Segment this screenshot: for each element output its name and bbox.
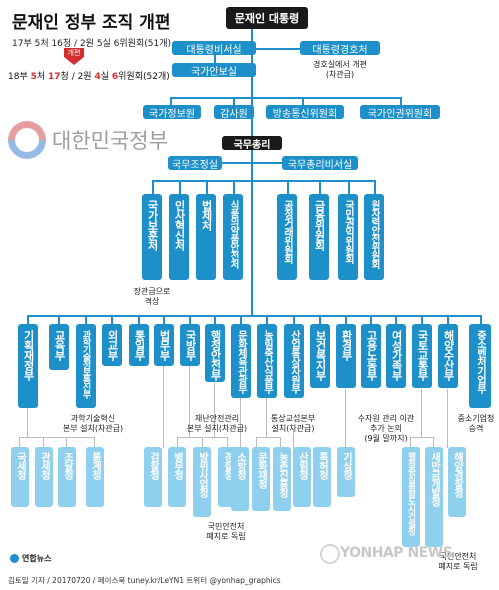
board-of-audit: 감사원 <box>214 105 254 120</box>
agency: 행정중심복합도시건설청 <box>402 447 420 547</box>
ministry: 교육부 <box>49 324 69 370</box>
agency: 소방청 <box>231 447 249 511</box>
watermark-logo-icon <box>320 544 340 564</box>
after-count: 18부 5처 17청 / 2원 4실 6위원회(52개) <box>8 72 170 82</box>
ministry: 기획재정부 <box>18 324 38 408</box>
president-box: 문재인 대통령 <box>226 7 308 29</box>
pm-agency: 인사혁신처 <box>169 194 189 280</box>
pm-secretariat: 국무총리비서실 <box>282 156 358 171</box>
agency-logo: 연합뉴스 <box>10 553 51 564</box>
agency: 새만금개발청 <box>425 447 443 547</box>
ministry: 행정안전부 <box>205 324 225 382</box>
agency: 검찰청 <box>144 447 162 507</box>
government-logo-icon <box>8 121 46 159</box>
ministry: 국방부 <box>180 324 200 366</box>
agency: 국세청 <box>11 447 29 507</box>
water-management-note: 수자원 관리 이관 추가 논의 (9월 말까지) <box>357 414 415 443</box>
ministry: 환경부 <box>336 324 356 388</box>
pm-agency: 원자력안전위원회 <box>364 194 384 280</box>
ministry: 국토교통부 <box>412 324 432 388</box>
pm-agency: 공정거래위원회 <box>277 194 297 280</box>
ministry: 문화체육관광부 <box>231 324 251 398</box>
pm-agency: 국민권익위원회 <box>338 194 358 280</box>
ministry: 통일부 <box>129 324 149 366</box>
ministry: 농림축산식품부 <box>257 324 277 398</box>
agency: 문화재청 <box>252 447 270 511</box>
ministry: 산업통상자원부 <box>284 324 304 398</box>
agency: 농촌진흥청 <box>273 447 291 511</box>
veterans-note: 장관급으로 격상 <box>133 287 171 306</box>
agency: 기상청 <box>337 447 355 497</box>
national-intelligence-service: 국가정보원 <box>143 105 201 120</box>
ministry: 중소벤처기업부 <box>469 324 491 408</box>
credit-line: 김토일 기자 / 20170720 / 페이스북 tuney.kr/LeYN1 … <box>8 576 281 585</box>
agency: 병무청 <box>168 447 186 507</box>
ministry: 해양수산부 <box>438 324 458 388</box>
before-count: 17부 5처 16청 / 2원 5실 6위원회(51개) <box>12 39 172 49</box>
ministry: 과학기술정보통신부 <box>76 324 96 408</box>
agency: 관세청 <box>35 447 53 507</box>
pm-agency: 국가보훈처 <box>142 194 162 280</box>
government-logo-text: 대한민국정부 <box>52 129 168 153</box>
agency: 조달청 <box>58 447 76 507</box>
pm-agency: 금융위원회 <box>309 194 329 280</box>
broadcasting-commission: 방송통신위원회 <box>266 105 344 120</box>
ministry: 외교부 <box>102 324 122 366</box>
office-for-government-policy-coordination: 국무조정실 <box>168 156 222 171</box>
pm-agency: 식품의약품안전처 <box>223 194 243 280</box>
fire-agency-note: 국민안전처 폐지로 독립 <box>206 522 246 541</box>
ministry: 여성가족부 <box>386 324 406 388</box>
agency: 해양경찰청 <box>448 447 466 517</box>
safety-hq-note: 재난안전관리 본부 설치(차관급) <box>186 414 248 433</box>
presidential-security-service: 대통령경호처 <box>300 41 380 56</box>
sme-note: 중소기업청 승격 <box>457 414 495 433</box>
prime-minister-box: 국무총리 <box>222 136 282 151</box>
security-service-note: 경호실에서 개편 (차관급) <box>312 60 368 79</box>
reform-arrow-icon: 개편 <box>62 48 86 65</box>
ministry: 고용노동부 <box>361 324 381 388</box>
science-hq-note: 과학기술혁신 본부 설치(차관급) <box>62 414 124 433</box>
agency: 방위사업청 <box>193 447 211 517</box>
human-rights-commission: 국가인권위원회 <box>360 105 440 120</box>
pm-agency: 법제처 <box>196 194 216 280</box>
national-security-office: 국가안보실 <box>172 63 256 78</box>
ministry: 법무부 <box>154 324 174 366</box>
reform-label: 개편 <box>64 48 84 57</box>
yonhap-logo-icon <box>10 554 19 563</box>
agency: 산림청 <box>293 447 311 507</box>
watermark: YONHAP NEWS <box>340 545 453 561</box>
coast-guard-note: 국민안전처 폐지로 독립 <box>438 552 478 571</box>
presidential-secretariat: 대통령비서실 <box>172 41 256 56</box>
page-title: 문재인 정부 조직 개편 <box>12 13 171 33</box>
agency: 통계청 <box>86 447 104 507</box>
agency: 특허청 <box>313 447 331 507</box>
ministry: 보건복지부 <box>310 324 330 388</box>
trade-hq-note: 통상교섭본부 설치(차관급) <box>270 414 316 433</box>
